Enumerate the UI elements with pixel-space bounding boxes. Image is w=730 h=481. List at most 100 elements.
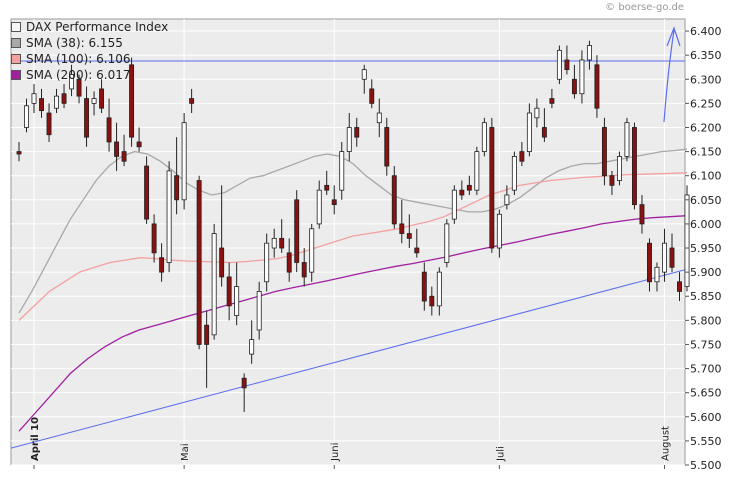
y-tick-label: 5.900 xyxy=(690,266,722,279)
candle xyxy=(534,98,540,128)
candle-body xyxy=(429,295,435,307)
y-tick-label: 6.250 xyxy=(690,97,722,110)
candle xyxy=(669,233,675,273)
candle xyxy=(684,185,690,292)
y-tick-label: 5.500 xyxy=(690,459,722,472)
candle xyxy=(579,50,585,104)
sma100-line xyxy=(18,172,688,321)
candle xyxy=(301,248,307,287)
candle xyxy=(121,134,127,167)
candle-body xyxy=(594,64,600,109)
candle xyxy=(226,262,232,321)
candle xyxy=(654,262,660,292)
candle xyxy=(39,88,44,118)
candle-body xyxy=(24,105,29,128)
candle-body xyxy=(151,223,157,254)
candle xyxy=(76,74,82,104)
candle-body xyxy=(91,98,97,104)
candle-body xyxy=(354,127,360,138)
candle-body xyxy=(384,127,390,167)
candle-body xyxy=(541,127,547,138)
watermark: © boerse-go.de xyxy=(605,2,684,13)
candle xyxy=(609,170,615,195)
candle xyxy=(436,267,442,316)
candle xyxy=(504,185,510,210)
candle xyxy=(324,170,330,195)
x-tick-label: Juli xyxy=(495,446,506,462)
candle-body xyxy=(677,281,682,292)
candle-body xyxy=(69,74,75,90)
candle xyxy=(361,64,367,94)
candle xyxy=(114,122,120,171)
candle-body xyxy=(571,78,577,95)
candle xyxy=(129,57,135,147)
forecast-arrow xyxy=(663,26,681,123)
y-tick-label: 5.850 xyxy=(690,290,722,303)
candle-body xyxy=(174,175,180,201)
candle xyxy=(309,223,315,282)
candle-body xyxy=(526,112,532,152)
candle-body xyxy=(241,377,247,389)
candle xyxy=(189,88,195,114)
candle-body xyxy=(279,237,285,249)
candle-body xyxy=(616,156,622,181)
legend-label-dax: DAX Performance Index xyxy=(26,20,169,34)
legend-item-dax: DAX Performance Index xyxy=(11,19,168,35)
candle xyxy=(166,161,172,273)
x-tick-label: Juni xyxy=(330,443,341,462)
candle xyxy=(241,373,247,412)
candle xyxy=(211,223,217,340)
candle-body xyxy=(76,78,82,97)
candle xyxy=(564,45,570,75)
y-tick-label: 5.750 xyxy=(690,338,722,351)
x-tick-label: August xyxy=(660,426,671,461)
candle-body xyxy=(534,107,540,119)
candle xyxy=(99,79,105,114)
forecast-arrow-line xyxy=(663,29,675,123)
y-tick-label: 6.150 xyxy=(690,146,722,159)
candle xyxy=(616,151,622,186)
candle xyxy=(136,127,142,152)
y-tick-label: 5.550 xyxy=(690,435,722,448)
candle xyxy=(31,84,37,114)
candle xyxy=(256,281,262,340)
candle-body xyxy=(361,69,367,80)
legend-swatch-sma200 xyxy=(11,70,21,80)
candle-body xyxy=(406,233,412,239)
legend-label-sma100: SMA (100): 6.106 xyxy=(26,52,131,66)
y-tick-label: 5.800 xyxy=(690,314,722,327)
candle-body xyxy=(391,175,397,225)
sma200-line xyxy=(18,215,688,432)
candle xyxy=(444,219,450,268)
candle xyxy=(549,88,555,109)
moving-averages xyxy=(18,148,688,432)
candle xyxy=(459,180,465,200)
x-axis: April 10MaiJuniJuliAugustSeptemberOktobe… xyxy=(30,417,671,469)
candle xyxy=(594,55,600,118)
candle xyxy=(369,79,375,109)
y-tick-label: 5.950 xyxy=(690,242,722,255)
candle-body xyxy=(399,223,405,234)
candle xyxy=(234,262,240,326)
candle-body xyxy=(481,122,487,152)
candle-body xyxy=(144,165,150,220)
legend-label-sma200: SMA (200): 6.017 xyxy=(26,68,131,82)
candle-body xyxy=(369,88,375,104)
candle-body xyxy=(166,170,172,263)
candle-body xyxy=(264,242,270,283)
candle xyxy=(294,190,300,273)
candle xyxy=(16,141,22,162)
candle xyxy=(331,185,337,215)
candle xyxy=(639,194,645,234)
candle-body xyxy=(451,189,457,220)
candle-body xyxy=(204,324,210,345)
candle xyxy=(586,40,592,70)
candle xyxy=(339,141,345,200)
candle xyxy=(466,175,472,195)
candle-body xyxy=(421,271,427,302)
candle-body xyxy=(556,49,562,80)
candle xyxy=(399,199,405,244)
candle xyxy=(631,122,637,210)
legend-item-sma100: SMA (100): 6.106 xyxy=(11,51,168,67)
candle xyxy=(354,117,360,147)
